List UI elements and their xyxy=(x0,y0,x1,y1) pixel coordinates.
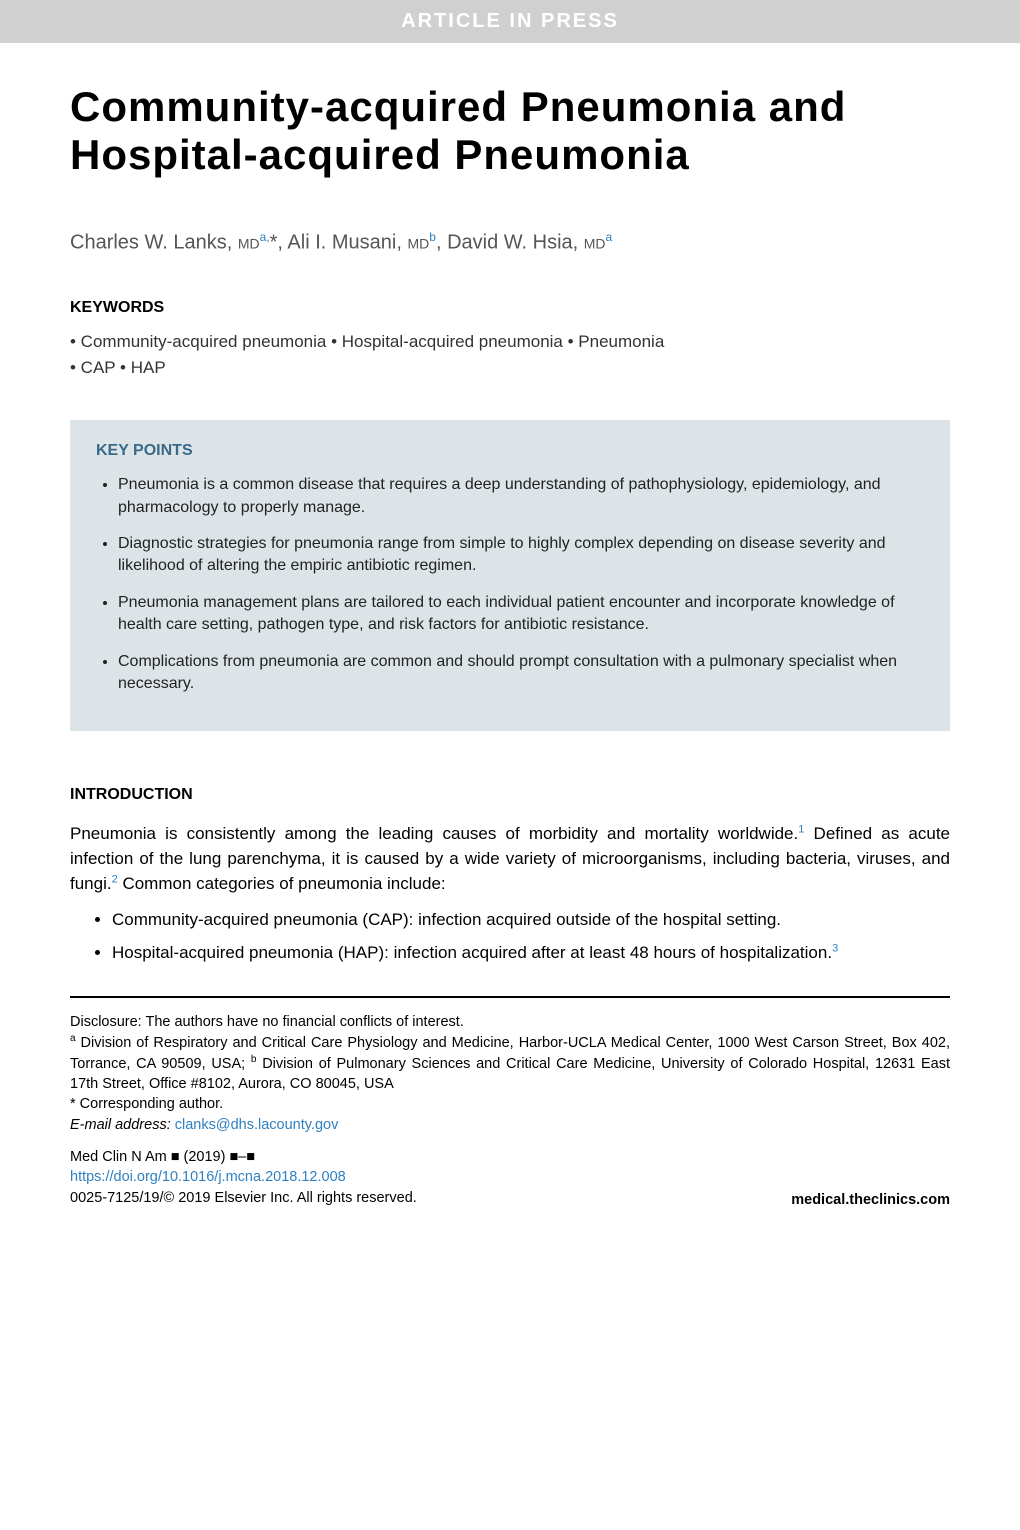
footer-block: Disclosure: The authors have no financia… xyxy=(70,1012,950,1135)
keypoint-item: Pneumonia is a common disease that requi… xyxy=(118,474,924,519)
email-line: E-mail address: clanks@dhs.lacounty.gov xyxy=(70,1115,950,1135)
email-label: E-mail address: xyxy=(70,1117,171,1133)
author-list: Charles W. Lanks, MDa,*, Ali I. Musani, … xyxy=(70,230,950,255)
keypoint-item: Diagnostic strategies for pneumonia rang… xyxy=(118,533,924,578)
introduction-section: INTRODUCTION Pneumonia is consistently a… xyxy=(70,786,950,965)
keypoints-list: Pneumonia is a common disease that requi… xyxy=(96,474,924,695)
intro-bullet-list: Community-acquired pneumonia (CAP): infe… xyxy=(70,908,950,965)
introduction-heading: INTRODUCTION xyxy=(70,786,950,804)
footer-separator xyxy=(70,996,950,998)
keywords-line: • CAP • HAP xyxy=(70,355,950,381)
intro-paragraph: Pneumonia is consistently among the lead… xyxy=(70,822,950,896)
keypoint-item: Complications from pneumonia are common … xyxy=(118,651,924,696)
disclosure-text: Disclosure: The authors have no financia… xyxy=(70,1012,950,1032)
intro-bullet: Hospital-acquired pneumonia (HAP): infec… xyxy=(112,941,950,966)
copyright-text: 0025-7125/19/© 2019 Elsevier Inc. All ri… xyxy=(70,1188,417,1208)
keypoints-box: KEY POINTS Pneumonia is a common disease… xyxy=(70,420,950,731)
keywords-heading: KEYWORDS xyxy=(70,299,950,317)
article-title: Community-acquired Pneumonia and Hospita… xyxy=(70,83,950,180)
publication-row: Med Clin N Am ■ (2019) ■–■ https://doi.o… xyxy=(70,1147,950,1208)
keypoints-heading: KEY POINTS xyxy=(96,442,924,460)
keywords-line: • Community-acquired pneumonia • Hospita… xyxy=(70,329,950,355)
journal-citation: Med Clin N Am ■ (2019) ■–■ xyxy=(70,1147,417,1167)
keywords-list: • Community-acquired pneumonia • Hospita… xyxy=(70,329,950,380)
article-status-banner: ARTICLE IN PRESS xyxy=(0,0,1020,43)
article-content: Community-acquired Pneumonia and Hospita… xyxy=(0,43,1020,1238)
keypoint-item: Pneumonia management plans are tailored … xyxy=(118,592,924,637)
keywords-section: KEYWORDS • Community-acquired pneumonia … xyxy=(70,299,950,380)
publisher-site: medical.theclinics.com xyxy=(791,1192,950,1208)
publication-info: Med Clin N Am ■ (2019) ■–■ https://doi.o… xyxy=(70,1147,417,1208)
corresponding-author-text: * Corresponding author. xyxy=(70,1094,950,1114)
intro-bullet: Community-acquired pneumonia (CAP): infe… xyxy=(112,908,950,933)
doi-link[interactable]: https://doi.org/10.1016/j.mcna.2018.12.0… xyxy=(70,1169,346,1185)
email-link[interactable]: clanks@dhs.lacounty.gov xyxy=(175,1117,339,1133)
affiliations-text: a Division of Respiratory and Critical C… xyxy=(70,1032,950,1095)
